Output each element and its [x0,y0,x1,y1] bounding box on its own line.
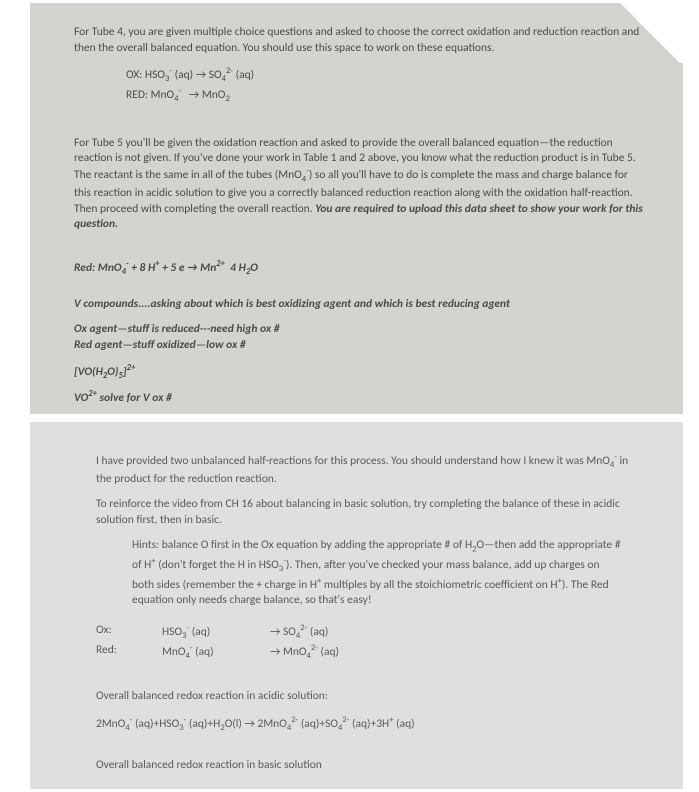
vo-solve-line: VO2+ solve for V ox # [74,389,643,406]
worksheet-page-2: I have provided two unbalanced half-reac… [30,422,683,789]
red-product: → MnO42- (aq) [270,643,339,661]
ox-reactant: HSO3- (aq) [162,623,242,641]
red-agent-line: Red agent—stuff oxidized—low ox # [74,338,643,354]
red-reactant: MnO4- (aq) [162,643,242,661]
ox-agent-line: Ox agent—stuff is reduced---need high ox… [74,322,643,338]
hints-paragraph: Hints: balance O first in the Ox equatio… [132,538,623,609]
ox-label: Ox: [96,623,134,641]
intro-paragraph: I have provided two unbalanced half-reac… [96,452,633,487]
v-compounds-line: V compounds....asking about which is bes… [74,297,643,313]
acidic-heading: Overall balanced redox reaction in acidi… [96,689,633,705]
page-curl [603,3,683,63]
red-label: Red: [96,643,134,661]
basic-heading: Overall balanced redox reaction in basic… [96,758,633,774]
red-half-reaction: RED: MnO4- → MnO2 [126,86,643,106]
vo-complex-formula: [VO(H2O)5]2+ [74,363,643,383]
reinforce-paragraph: To reinforce the video from CH 16 about … [96,497,633,528]
ox-row: Ox: HSO3- (aq) → SO42- (aq) [96,623,633,641]
red-balanced-equation: Red: MnO4- + 8 H+ + 5 e → Mn2+ 4 H2O [74,259,643,279]
red-row: Red: MnO4- (aq) → MnO42- (aq) [96,643,633,661]
tube5-paragraph: For Tube 5 you'll be given the oxidation… [74,136,643,233]
tube4-paragraph: For Tube 4, you are given multiple choic… [74,25,643,56]
worksheet-page-1: For Tube 4, you are given multiple choic… [30,3,683,414]
ox-half-reaction: OX: HSO3- (aq) → SO42- (aq) [126,66,643,86]
acidic-equation: 2MnO4- (aq)+HSO3- (aq)+H2O(l) → 2MnO42- … [96,715,633,735]
ox-product: → SO42- (aq) [270,623,328,641]
